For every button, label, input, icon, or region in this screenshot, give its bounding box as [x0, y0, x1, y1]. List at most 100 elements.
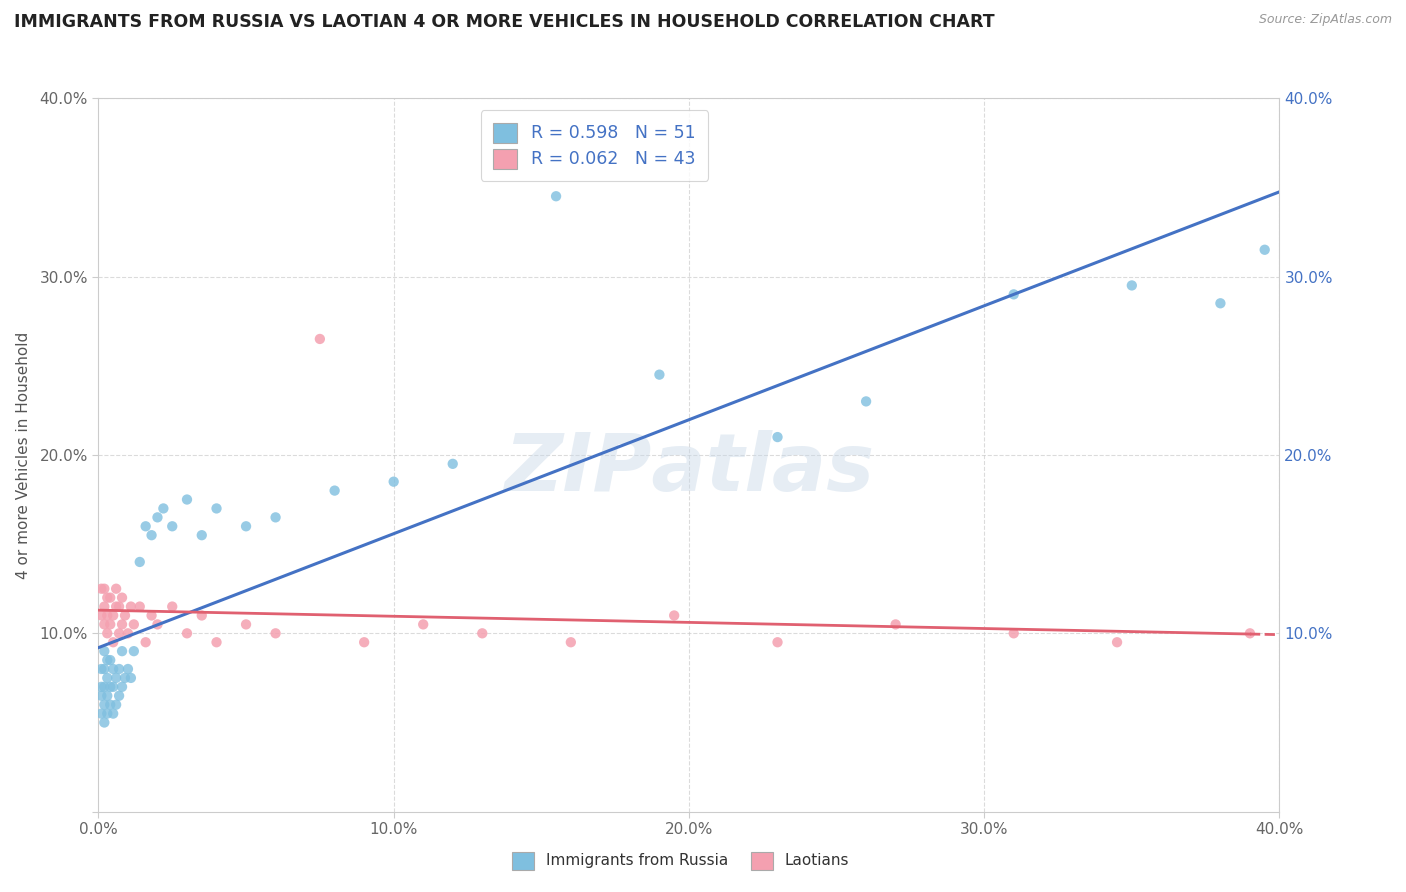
Point: [766, 635, 789, 649]
Point: [122, 617, 145, 632]
Point: [120, 599, 142, 614]
Point: [1002, 287, 1025, 301]
Point: [108, 662, 131, 676]
Point: [108, 689, 131, 703]
Point: [120, 671, 142, 685]
Point: [412, 617, 434, 632]
Point: [162, 599, 183, 614]
Point: [96, 591, 118, 605]
Point: [103, 635, 125, 649]
Point: [141, 528, 163, 542]
Point: [152, 501, 174, 516]
Point: [93, 644, 115, 658]
Point: [1209, 296, 1232, 310]
Legend: R = 0.598   N = 51, R = 0.062   N = 43: R = 0.598 N = 51, R = 0.062 N = 43: [481, 111, 709, 181]
Point: [146, 510, 169, 524]
Point: [93, 662, 115, 676]
Point: [96, 626, 118, 640]
Point: [111, 680, 134, 694]
Point: [111, 617, 134, 632]
Point: [93, 617, 115, 632]
Point: [146, 617, 169, 632]
Text: ZIP​atlas: ZIP​atlas: [503, 430, 875, 508]
Point: [191, 528, 214, 542]
Point: [108, 599, 131, 614]
Point: [546, 189, 568, 203]
Point: [90, 689, 112, 703]
Point: [1239, 626, 1261, 640]
Point: [105, 698, 128, 712]
Text: IMMIGRANTS FROM RUSSIA VS LAOTIAN 4 OR MORE VEHICLES IN HOUSEHOLD CORRELATION CH: IMMIGRANTS FROM RUSSIA VS LAOTIAN 4 OR M…: [14, 13, 994, 31]
Point: [93, 698, 115, 712]
Point: [353, 635, 375, 649]
Point: [98, 591, 121, 605]
Point: [98, 653, 121, 667]
Point: [264, 626, 287, 640]
Point: [114, 671, 136, 685]
Point: [884, 617, 907, 632]
Point: [205, 501, 228, 516]
Point: [560, 635, 582, 649]
Y-axis label: 4 or more Vehicles in Household: 4 or more Vehicles in Household: [17, 331, 31, 579]
Point: [93, 715, 115, 730]
Point: [98, 680, 121, 694]
Point: [309, 332, 332, 346]
Text: Laotians: Laotians: [785, 854, 849, 868]
Point: [117, 662, 139, 676]
Point: [135, 635, 157, 649]
Point: [471, 626, 494, 640]
Point: [93, 599, 115, 614]
Point: [93, 582, 115, 596]
Point: [323, 483, 346, 498]
Point: [90, 680, 112, 694]
Point: [105, 582, 128, 596]
Point: [205, 635, 228, 649]
Point: [90, 608, 112, 623]
Point: [176, 492, 198, 507]
Point: [1254, 243, 1277, 257]
Point: [766, 430, 789, 444]
Point: [103, 680, 125, 694]
Text: Immigrants from Russia: Immigrants from Russia: [546, 854, 728, 868]
Point: [96, 706, 118, 721]
Point: [1105, 635, 1128, 649]
Point: [114, 608, 136, 623]
Point: [96, 653, 118, 667]
Point: [103, 608, 125, 623]
Point: [108, 626, 131, 640]
Point: [111, 644, 134, 658]
Point: [664, 608, 686, 623]
Point: [162, 519, 183, 533]
Point: [103, 706, 125, 721]
Point: [93, 680, 115, 694]
Point: [90, 582, 112, 596]
Point: [122, 644, 145, 658]
Point: [441, 457, 464, 471]
Point: [98, 698, 121, 712]
Point: [128, 555, 150, 569]
Text: Source: ZipAtlas.com: Source: ZipAtlas.com: [1258, 13, 1392, 27]
Point: [1121, 278, 1143, 293]
Point: [1002, 626, 1025, 640]
Point: [90, 706, 112, 721]
Point: [128, 599, 150, 614]
Point: [105, 599, 128, 614]
Point: [96, 689, 118, 703]
Point: [235, 519, 257, 533]
Point: [264, 510, 287, 524]
Point: [96, 608, 118, 623]
Point: [105, 671, 128, 685]
Point: [141, 608, 163, 623]
Point: [135, 519, 157, 533]
Point: [111, 591, 134, 605]
Point: [176, 626, 198, 640]
Point: [90, 662, 112, 676]
Point: [117, 626, 139, 640]
Point: [103, 662, 125, 676]
Point: [648, 368, 671, 382]
Point: [382, 475, 405, 489]
Point: [191, 608, 214, 623]
Point: [96, 671, 118, 685]
Point: [98, 617, 121, 632]
Point: [855, 394, 877, 409]
